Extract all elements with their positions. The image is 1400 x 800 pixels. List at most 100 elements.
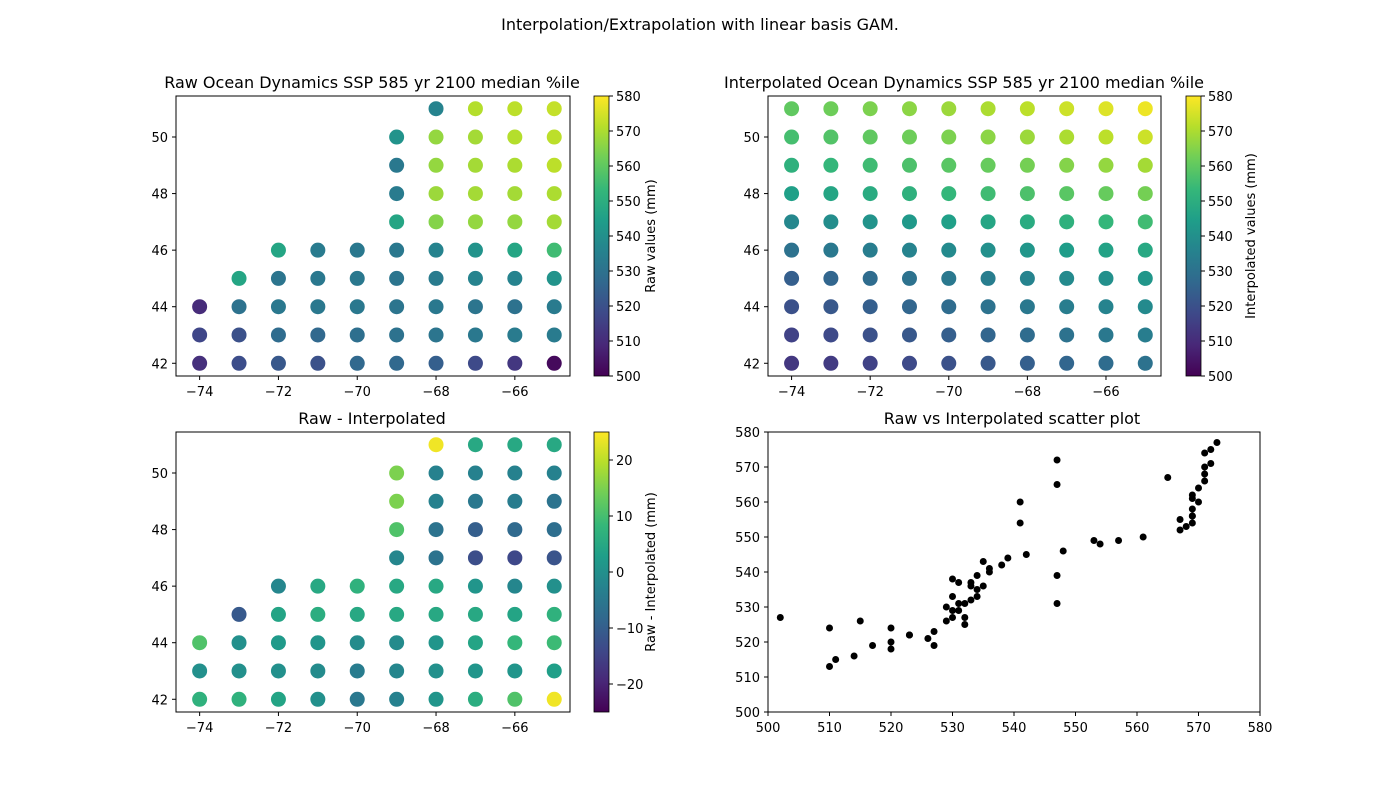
data-point [980, 242, 996, 258]
data-point [980, 299, 996, 315]
y-tick-label: 46 [151, 244, 168, 259]
data-point [1019, 355, 1035, 371]
y-tick-label: 580 [735, 426, 760, 441]
data-point [231, 635, 247, 651]
data-point [310, 578, 326, 594]
data-point [349, 691, 365, 707]
x-tick-label: −70 [344, 385, 371, 400]
data-point [310, 691, 326, 707]
colorbar-tick-label: 550 [1208, 195, 1233, 210]
scatter-point [1053, 456, 1061, 464]
figure-title: Interpolation/Extrapolation with linear … [501, 15, 899, 34]
data-point [941, 355, 957, 371]
data-point [310, 635, 326, 651]
data-point [901, 157, 917, 173]
data-point [1059, 157, 1075, 173]
y-tick-label: 520 [735, 636, 760, 651]
data-point [546, 101, 562, 117]
data-point [507, 242, 523, 258]
x-tick-label: 570 [1186, 721, 1211, 736]
data-point [507, 355, 523, 371]
data-point [349, 663, 365, 679]
data-point [1137, 186, 1153, 202]
data-point [349, 270, 365, 286]
y-tick-label: 550 [735, 531, 760, 546]
scatter-point [1176, 516, 1184, 523]
data-point [389, 493, 405, 509]
data-point [467, 465, 483, 481]
data-point [389, 214, 405, 230]
colorbar-tick-label: 560 [1208, 160, 1233, 175]
data-point [192, 355, 208, 371]
y-tick-label: 50 [151, 467, 168, 482]
data-point [823, 242, 839, 258]
data-point [428, 606, 444, 622]
colorbar [1185, 95, 1202, 377]
x-tick-label: 560 [1125, 721, 1150, 736]
data-point [784, 157, 800, 173]
data-point [546, 214, 562, 230]
scatter-point [887, 638, 895, 646]
scatter-point [1176, 526, 1184, 534]
data-point [1098, 270, 1114, 286]
data-point [901, 214, 917, 230]
data-point [1019, 186, 1035, 202]
data-point [1098, 214, 1114, 230]
data-point [784, 242, 800, 258]
data-point [546, 355, 562, 371]
colorbar-tick-label: 550 [616, 195, 641, 210]
data-point [546, 327, 562, 343]
data-point [467, 157, 483, 173]
data-point [507, 186, 523, 202]
x-tick-label: 520 [879, 721, 904, 736]
colorbar-label: Raw - Interpolated (mm) [644, 492, 659, 652]
data-point [1059, 242, 1075, 258]
scatter-point [1195, 498, 1202, 506]
data-point [270, 578, 286, 594]
data-point [823, 101, 839, 117]
scatter-point [998, 561, 1006, 569]
x-tick-label: −72 [856, 385, 883, 400]
colorbar-tick-label: 570 [616, 125, 641, 140]
data-point [467, 355, 483, 371]
data-point [467, 691, 483, 707]
data-point [823, 214, 839, 230]
colorbar-tick-label: 520 [616, 300, 641, 315]
data-point [941, 242, 957, 258]
data-point [546, 437, 562, 453]
y-tick-label: 560 [735, 496, 760, 511]
data-point [862, 355, 878, 371]
data-point [231, 355, 247, 371]
data-point [349, 327, 365, 343]
data-point [192, 299, 208, 315]
data-point [428, 355, 444, 371]
data-point [231, 691, 247, 707]
scatter-point [949, 593, 956, 600]
data-point [270, 242, 286, 258]
scatter-point [1201, 477, 1209, 485]
scatter-point [979, 558, 987, 565]
data-point [1019, 299, 1035, 315]
scatter-point [1188, 505, 1196, 513]
colorbar-tick-label: 500 [1208, 370, 1233, 385]
data-point [1059, 327, 1075, 343]
data-point [389, 663, 405, 679]
data-point [507, 522, 523, 538]
scatter-point [1188, 495, 1196, 502]
y-tick-label: 510 [735, 671, 760, 686]
data-point [467, 299, 483, 315]
data-point [1059, 299, 1075, 315]
colorbar-tick-label: 10 [616, 510, 633, 525]
data-point [1059, 101, 1075, 117]
data-point [1137, 157, 1153, 173]
scatter-point [1096, 540, 1104, 548]
data-point [1098, 186, 1114, 202]
data-point [192, 635, 208, 651]
data-point [428, 327, 444, 343]
colorbar-tick-label: 520 [1208, 300, 1233, 315]
data-point [507, 299, 523, 315]
x-tick-label: −74 [186, 385, 213, 400]
data-point [941, 299, 957, 315]
data-point [823, 157, 839, 173]
